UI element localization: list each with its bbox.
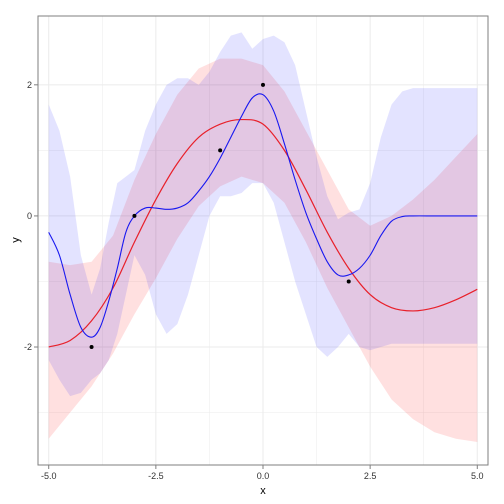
x-tick-label: -5.0	[41, 471, 57, 481]
y-axis-title: y	[10, 237, 22, 243]
mean-lines	[48, 93, 478, 348]
observation-points	[89, 82, 351, 350]
observation-point	[346, 279, 351, 284]
x-tick-label: 5.0	[471, 471, 484, 481]
y-axis-ticks: -2 0 2	[24, 80, 38, 352]
x-axis-title: x	[260, 485, 266, 497]
observation-point	[261, 82, 265, 87]
y-tick-label: 2	[27, 80, 32, 90]
y-tick-label: -2	[24, 342, 32, 352]
x-tick-label: -2.5	[148, 471, 164, 481]
observation-point	[132, 213, 137, 218]
blue-confidence-band	[48, 32, 478, 397]
y-tick-label: 0	[27, 211, 32, 221]
x-axis-ticks: -5.0 -2.5 0.0 2.5 5.0	[41, 465, 484, 481]
confidence-bands	[48, 32, 478, 443]
observation-point	[89, 345, 94, 350]
red-mean-line	[48, 118, 478, 348]
red-confidence-band	[48, 58, 478, 443]
blue-mean-line	[48, 93, 478, 338]
observation-point	[218, 148, 223, 153]
x-tick-label: 0.0	[257, 471, 270, 481]
x-tick-label: 2.5	[364, 471, 377, 481]
